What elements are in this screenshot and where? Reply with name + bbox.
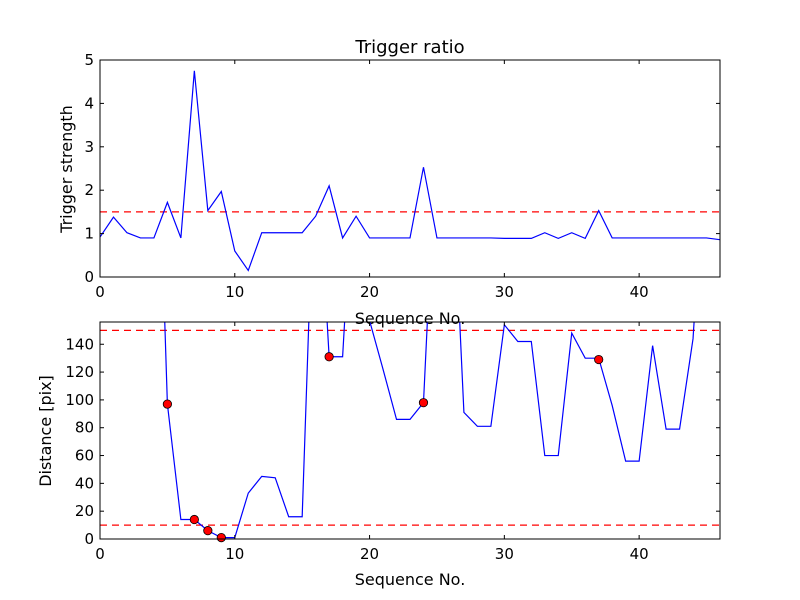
chart-2-ytick-label: 40 (75, 474, 94, 492)
chart-2-xtick-label: 30 (495, 545, 514, 563)
chart-1-ytick-label: 2 (84, 181, 94, 199)
chart-1-series-line (100, 70, 720, 272)
chart-1-ytick-label: 4 (84, 94, 94, 112)
chart-1-xtick-label: 0 (95, 283, 105, 301)
chart-2-ytick-label: 60 (75, 447, 94, 465)
chart-2-series-line (164, 322, 695, 539)
chart-1-ytick-label: 1 (84, 225, 94, 243)
chart-2-marker-4 (216, 533, 226, 543)
chart-1-ylabel: Trigger strength (57, 105, 76, 234)
chart-1-xtick-label: 40 (630, 283, 649, 301)
chart-2-ytick-label: 100 (65, 391, 94, 409)
chart-1-xlabel: Sequence No. (355, 309, 466, 328)
chart-1-frame (99, 59, 721, 278)
chart-1-ytick-label: 5 (84, 51, 94, 69)
chart-1-ytick-label: 0 (84, 268, 94, 286)
chart-1-plot-area (100, 70, 720, 272)
chart-2-marker-6 (418, 398, 429, 408)
chart-2-marker-2 (189, 514, 199, 525)
chart-2-marker-7 (594, 354, 604, 365)
chart-2-plot-area (100, 322, 720, 539)
chart-2-marker-5 (324, 352, 334, 362)
chart-1-xtick-label: 30 (495, 283, 514, 301)
chart-2-xtick-label: 10 (225, 545, 244, 563)
chart-2-ylabel: Distance [pix] (36, 375, 55, 487)
chart-1-xtick-label: 20 (360, 283, 379, 301)
chart-2-xtick-label: 20 (360, 545, 379, 563)
chart-2-marker-1 (162, 399, 172, 409)
chart-2-xtick-label: 40 (630, 545, 649, 563)
chart-2-xlabel: Sequence No. (355, 570, 466, 589)
chart-2-ytick-label: 0 (84, 530, 94, 548)
chart-1-ytick-label: 3 (84, 138, 94, 156)
chart-2-ytick-label: 120 (65, 363, 94, 381)
chart-2-ytick-label: 80 (75, 419, 94, 437)
chart-1-title: Trigger ratio (354, 37, 464, 58)
chart-2-ytick-label: 20 (75, 502, 94, 520)
chart-2-ytick-label: 140 (65, 335, 94, 353)
chart-1-xtick-label: 10 (225, 283, 244, 301)
chart-2-frame (99, 321, 721, 540)
chart-2-marker-3 (203, 526, 213, 536)
chart-2-xtick-label: 0 (95, 545, 105, 563)
